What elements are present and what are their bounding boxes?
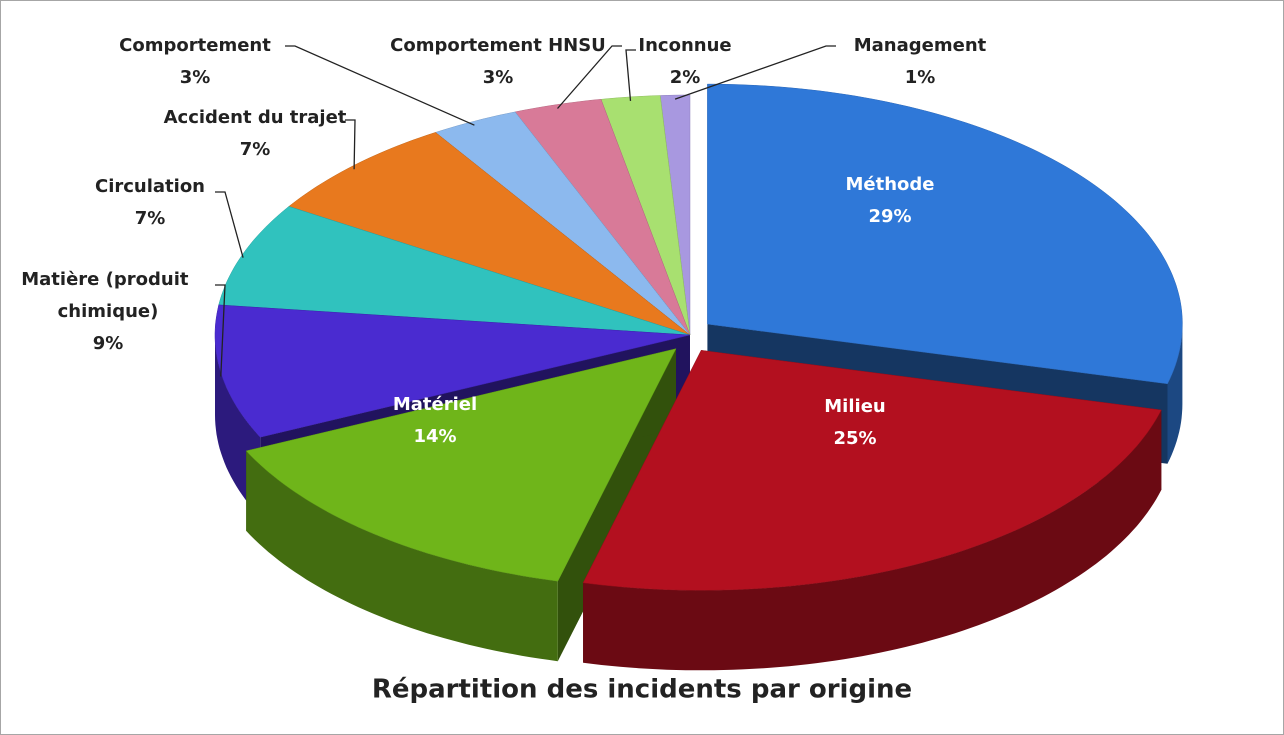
leader-line [625,49,636,101]
slice-side [1167,324,1183,464]
slice-side [246,450,558,662]
slice-label: Milieu [824,396,885,417]
leader-line [345,119,356,170]
slice-label: Management [854,35,987,56]
slice-value-label: 7% [135,208,166,229]
slice-label: Comportement HNSU [390,35,606,56]
slice [707,83,1183,385]
slice [582,350,1162,591]
slice-value-label: 7% [240,139,271,160]
slice-value-label: 1% [905,67,936,88]
slice-label: Méthode [846,174,935,195]
slice-label: Comportement [119,35,271,56]
slice-value-label: 2% [670,67,701,88]
slice [434,111,691,336]
slice [245,348,677,582]
slice-label: Accident du trajet [164,107,347,128]
slice-label: Matière (produit chimique) [21,269,195,322]
slice-label: Circulation [95,176,205,197]
leader-line [215,284,226,377]
slice-label: Inconnue [638,35,731,56]
label-line: chimique) [58,301,159,322]
slice-label: Matériel [393,394,477,415]
slice [218,206,691,336]
slice-value-label: 9% [93,333,124,354]
slice-value-label: 29% [868,206,911,227]
slice-value-label: 14% [413,426,456,447]
slice [514,99,691,336]
slice-value-label: 3% [483,67,514,88]
chart-title: Répartition des incidents par origine [372,675,912,705]
leader-line [557,45,622,109]
leader-line [285,45,475,126]
leader-line [674,45,836,100]
leader-line [215,191,244,258]
slice-side [583,410,1162,671]
slice-value-label: 25% [833,428,876,449]
label-line: Matière (produit [21,269,195,290]
slice-value-label: 3% [180,67,211,88]
